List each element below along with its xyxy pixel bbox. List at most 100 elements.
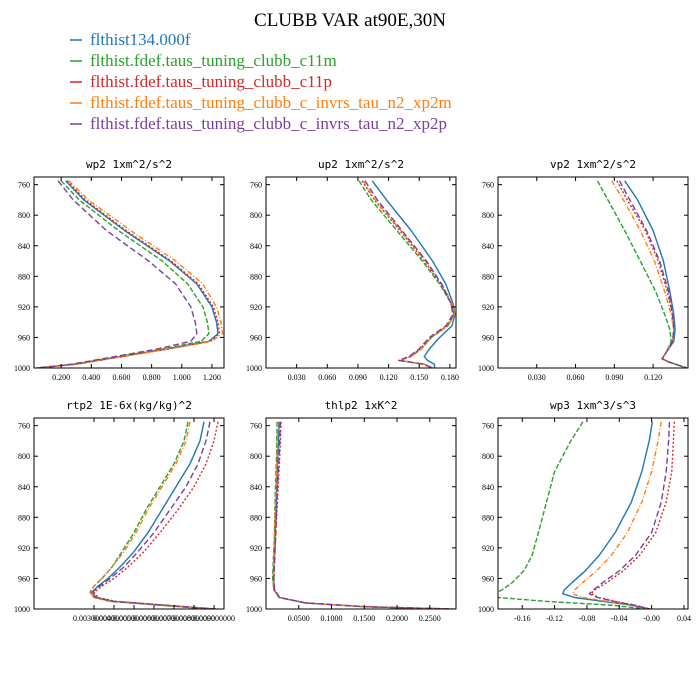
- x-tick-label: -0.04: [611, 614, 628, 623]
- x-tick-label: 0.030: [288, 373, 306, 382]
- series-line: [571, 421, 662, 609]
- y-tick-label: 960: [482, 574, 494, 583]
- plot-frame: [265, 176, 457, 369]
- y-tick-label: 760: [482, 181, 494, 190]
- series-line: [89, 421, 211, 609]
- y-tick-label: 840: [482, 242, 494, 251]
- legend-label: flthist134.000f: [90, 30, 191, 49]
- y-tick-label: 800: [250, 211, 262, 220]
- x-tick-label: 0.120: [380, 373, 398, 382]
- series-line: [498, 421, 648, 609]
- x-tick-label: 0.009000000: [193, 614, 235, 623]
- x-tick-label: 0.008000000: [173, 614, 215, 623]
- x-tick-label: 0.007000000: [153, 614, 195, 623]
- series-line: [611, 180, 687, 368]
- y-tick-label: 960: [250, 574, 262, 583]
- y-tick-label: 880: [18, 272, 30, 281]
- series-line: [36, 180, 221, 368]
- y-tick-label: 840: [250, 483, 262, 492]
- y-tick-label: 960: [18, 333, 30, 342]
- legend-label: flthist.fdef.taus_tuning_clubb_c11m: [90, 51, 337, 70]
- series-line: [271, 421, 453, 609]
- y-tick-label: 1000: [478, 364, 494, 373]
- y-tick-label: 760: [250, 181, 262, 190]
- x-tick-label: -0.12: [546, 614, 563, 623]
- panel-title: wp3 1xm^3/s^3: [550, 399, 636, 412]
- plot-frame: [265, 417, 457, 610]
- series-line: [36, 180, 198, 368]
- y-tick-label: 1000: [478, 605, 494, 614]
- series-line: [362, 180, 456, 368]
- series-line: [590, 421, 675, 609]
- x-tick-label: 0.060: [318, 373, 336, 382]
- x-tick-label: 0.04: [677, 614, 691, 623]
- x-tick-label: 0.060: [567, 373, 585, 382]
- series-line: [364, 180, 454, 368]
- y-tick-label: 800: [482, 452, 494, 461]
- x-tick-label: 0.005000000: [113, 614, 155, 623]
- panel-title: thlp2 1xK^2: [325, 399, 398, 412]
- panel: wp3 1xm^3/s^3 760 800 840 880 920 960 1000 -0.16…: [478, 399, 691, 623]
- series-line: [618, 180, 687, 368]
- series-line: [371, 180, 456, 368]
- y-tick-label: 920: [18, 544, 30, 553]
- plot-frame: [33, 417, 225, 610]
- x-tick-label: 0.400: [82, 373, 100, 382]
- y-tick-label: 920: [18, 303, 30, 312]
- y-tick-label: 760: [482, 422, 494, 431]
- x-tick-label: 0.030: [528, 373, 546, 382]
- y-tick-label: 800: [250, 452, 262, 461]
- y-tick-label: 920: [482, 303, 494, 312]
- series-line: [588, 421, 671, 609]
- legend: flthist134.000f flthist.fdef.taus_tuning_…: [70, 30, 452, 133]
- y-tick-label: 800: [18, 211, 30, 220]
- x-tick-label: -0.08: [579, 614, 596, 623]
- y-tick-label: 1000: [246, 605, 262, 614]
- series-line: [89, 421, 211, 609]
- x-tick-label: 0.2500: [419, 614, 441, 623]
- x-tick-label: 0.1500: [353, 614, 375, 623]
- y-tick-label: 800: [482, 211, 494, 220]
- panels: wp2 1xm^2/s^2 760 800 840 880 920 960 1000 0.200…: [14, 158, 691, 623]
- series-line: [93, 421, 219, 609]
- panel: vp2 1xm^2/s^2 760 800 840 880 920 960 1000 0.030…: [478, 158, 689, 382]
- y-tick-label: 760: [18, 422, 30, 431]
- y-tick-label: 880: [482, 272, 494, 281]
- x-tick-label: 0.003000000: [73, 614, 115, 623]
- y-tick-label: 1000: [14, 364, 30, 373]
- x-tick-label: 0.006000000: [133, 614, 175, 623]
- x-tick-label: 0.800: [143, 373, 161, 382]
- series-line: [273, 421, 450, 609]
- y-tick-label: 880: [250, 513, 262, 522]
- series-line: [36, 180, 224, 368]
- panel: up2 1xm^2/s^2 760 800 840 880 920 960 1000 0.030…: [246, 158, 459, 382]
- y-tick-label: 840: [18, 242, 30, 251]
- panel: thlp2 1xK^2 760 800 840 880 920 960 1000 0.0500 0…: [246, 399, 457, 623]
- series-line: [91, 421, 215, 609]
- x-tick-label: 0.1000: [321, 614, 343, 623]
- x-tick-label: 0.120: [644, 373, 662, 382]
- y-tick-label: 880: [250, 272, 262, 281]
- panel: rtp2 1E-6x(kg/kg)^2 760 800 840 880 920 960 100…: [14, 399, 235, 623]
- y-tick-label: 760: [250, 422, 262, 431]
- panel-title: up2 1xm^2/s^2: [318, 158, 404, 171]
- y-tick-label: 960: [250, 333, 262, 342]
- series-line: [562, 421, 654, 609]
- y-tick-label: 1000: [246, 364, 262, 373]
- x-tick-label: 1.000: [173, 373, 191, 382]
- x-tick-label: 0.200: [52, 373, 70, 382]
- y-tick-label: 880: [18, 513, 30, 522]
- y-tick-label: 920: [250, 303, 262, 312]
- series-line: [272, 421, 450, 609]
- y-tick-label: 960: [482, 333, 494, 342]
- x-tick-label: 0.090: [349, 373, 367, 382]
- series-line: [361, 180, 455, 368]
- y-tick-label: 1000: [14, 605, 30, 614]
- x-tick-label: 0.150: [410, 373, 428, 382]
- plot-frame: [497, 417, 689, 610]
- x-tick-label: 1.200: [203, 373, 221, 382]
- y-tick-label: 840: [250, 242, 262, 251]
- y-tick-label: 880: [482, 513, 494, 522]
- y-tick-label: 760: [18, 181, 30, 190]
- y-tick-label: 840: [18, 483, 30, 492]
